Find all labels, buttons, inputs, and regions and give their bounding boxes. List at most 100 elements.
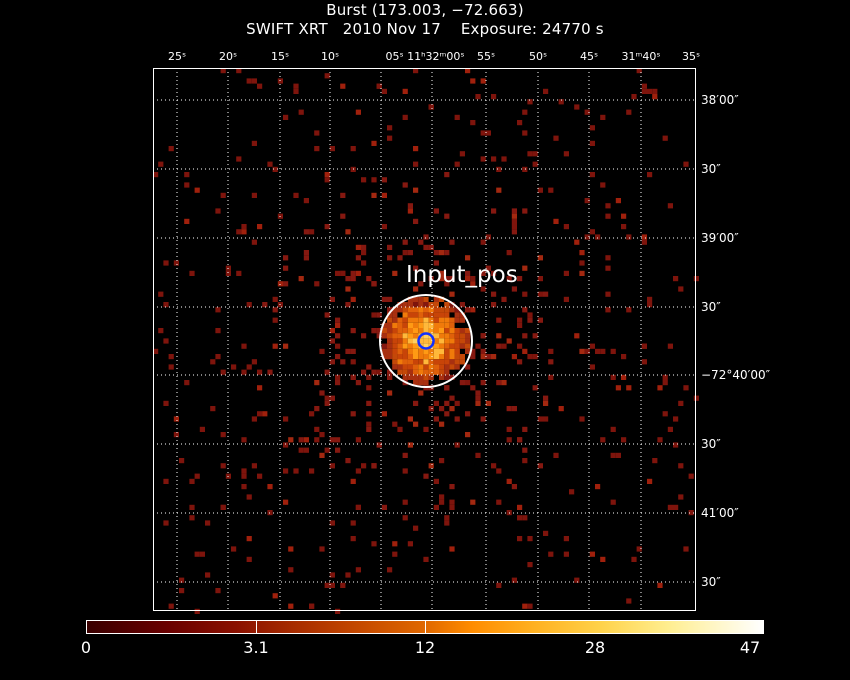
photon-pixel bbox=[298, 437, 304, 443]
photon-pixel bbox=[283, 416, 289, 422]
photon-pixel bbox=[449, 302, 455, 308]
photon-pixel bbox=[532, 385, 538, 391]
photon-pixel bbox=[267, 484, 273, 490]
photon-pixel bbox=[647, 478, 653, 484]
photon-pixel bbox=[444, 400, 450, 406]
photon-pixel bbox=[491, 94, 497, 100]
photon-pixel bbox=[595, 484, 601, 490]
photon-pixel bbox=[574, 104, 580, 110]
photon-pixel bbox=[621, 374, 627, 380]
photon-pixel bbox=[522, 291, 528, 297]
photon-pixel bbox=[600, 556, 606, 562]
photon-pixel bbox=[392, 541, 398, 547]
photon-pixel bbox=[548, 374, 554, 380]
photon-pixel bbox=[355, 468, 361, 474]
photon-pixel bbox=[340, 582, 346, 588]
photon-pixel bbox=[402, 88, 408, 94]
photon-pixel bbox=[413, 364, 419, 370]
photon-pixel bbox=[444, 322, 450, 328]
photon-pixel bbox=[199, 551, 205, 557]
photon-pixel bbox=[418, 364, 424, 370]
photon-pixel bbox=[470, 78, 476, 84]
photon-pixel bbox=[163, 520, 169, 526]
photon-pixel bbox=[636, 546, 642, 552]
colorbar-label: 0 bbox=[80, 638, 92, 657]
photon-pixel bbox=[402, 328, 408, 334]
photon-pixel bbox=[439, 322, 445, 328]
photon-pixel bbox=[485, 265, 491, 271]
photon-pixel bbox=[236, 229, 242, 235]
photon-pixel bbox=[288, 567, 294, 573]
photon-pixel bbox=[428, 385, 434, 391]
photon-pixel bbox=[355, 109, 361, 115]
photon-pixel bbox=[444, 276, 450, 282]
photon-pixel bbox=[527, 312, 533, 318]
photon-pixel bbox=[381, 411, 387, 417]
colorbar-label: 47 bbox=[739, 638, 761, 657]
photon-pixel bbox=[179, 458, 185, 464]
photon-pixel bbox=[350, 296, 356, 302]
photon-pixel bbox=[449, 484, 455, 490]
photon-pixel bbox=[501, 296, 507, 302]
photon-pixel bbox=[335, 447, 341, 453]
photon-pixel bbox=[418, 390, 424, 396]
photon-pixel bbox=[220, 192, 226, 198]
photon-pixel bbox=[257, 411, 263, 417]
photon-pixel bbox=[345, 276, 351, 282]
photon-pixel bbox=[641, 83, 647, 89]
photon-pixel bbox=[340, 213, 346, 219]
photon-pixel bbox=[433, 260, 439, 266]
photon-pixel bbox=[402, 369, 408, 375]
photon-pixel bbox=[283, 281, 289, 287]
photon-pixel bbox=[314, 130, 320, 136]
photon-pixel bbox=[413, 265, 419, 271]
photon-pixel bbox=[444, 520, 450, 526]
photon-pixel bbox=[527, 99, 533, 105]
photon-pixel bbox=[392, 354, 398, 360]
photon-pixel bbox=[402, 182, 408, 188]
image-frame bbox=[153, 68, 696, 611]
photon-pixel bbox=[480, 156, 486, 162]
photon-pixel bbox=[387, 244, 393, 250]
photon-pixel bbox=[558, 406, 564, 412]
photon-pixel bbox=[532, 333, 538, 339]
photon-pixel bbox=[439, 270, 445, 276]
photon-pixel bbox=[439, 499, 445, 505]
photon-pixel bbox=[215, 588, 221, 594]
photon-pixel bbox=[621, 224, 627, 230]
photon-pixel bbox=[496, 333, 502, 339]
photon-pixel bbox=[537, 187, 543, 193]
photon-pixel bbox=[511, 286, 517, 292]
photon-pixel bbox=[387, 312, 393, 318]
photon-pixel bbox=[548, 187, 554, 193]
photon-pixel bbox=[543, 530, 549, 536]
photon-pixel bbox=[491, 291, 497, 297]
photon-pixel bbox=[355, 270, 361, 276]
photon-pixel bbox=[241, 369, 247, 375]
photon-pixel bbox=[433, 307, 439, 313]
colorbar-divider bbox=[256, 621, 257, 633]
ra-tick-label: 55ˢ bbox=[476, 50, 496, 63]
photon-pixel bbox=[439, 354, 445, 360]
photon-pixel bbox=[454, 328, 460, 334]
photon-pixel bbox=[381, 296, 387, 302]
photon-pixel bbox=[402, 114, 408, 120]
photon-pixel bbox=[387, 125, 393, 131]
photon-pixel bbox=[381, 192, 387, 198]
photon-pixel bbox=[355, 437, 361, 443]
photon-pixel bbox=[459, 151, 465, 157]
photon-pixel bbox=[470, 276, 476, 282]
photon-pixel bbox=[407, 296, 413, 302]
photon-pixel bbox=[465, 307, 471, 313]
photon-pixel bbox=[314, 437, 320, 443]
photon-pixel bbox=[413, 400, 419, 406]
photon-pixel bbox=[423, 244, 429, 250]
photon-pixel bbox=[480, 416, 486, 422]
photon-pixel bbox=[459, 380, 465, 386]
photon-pixel bbox=[589, 125, 595, 131]
photon-pixel bbox=[413, 348, 419, 354]
dec-tick-label: 30″ bbox=[701, 437, 721, 451]
photon-pixel bbox=[387, 354, 393, 360]
photon-pixel bbox=[397, 328, 403, 334]
colorbar-divider bbox=[425, 621, 426, 633]
